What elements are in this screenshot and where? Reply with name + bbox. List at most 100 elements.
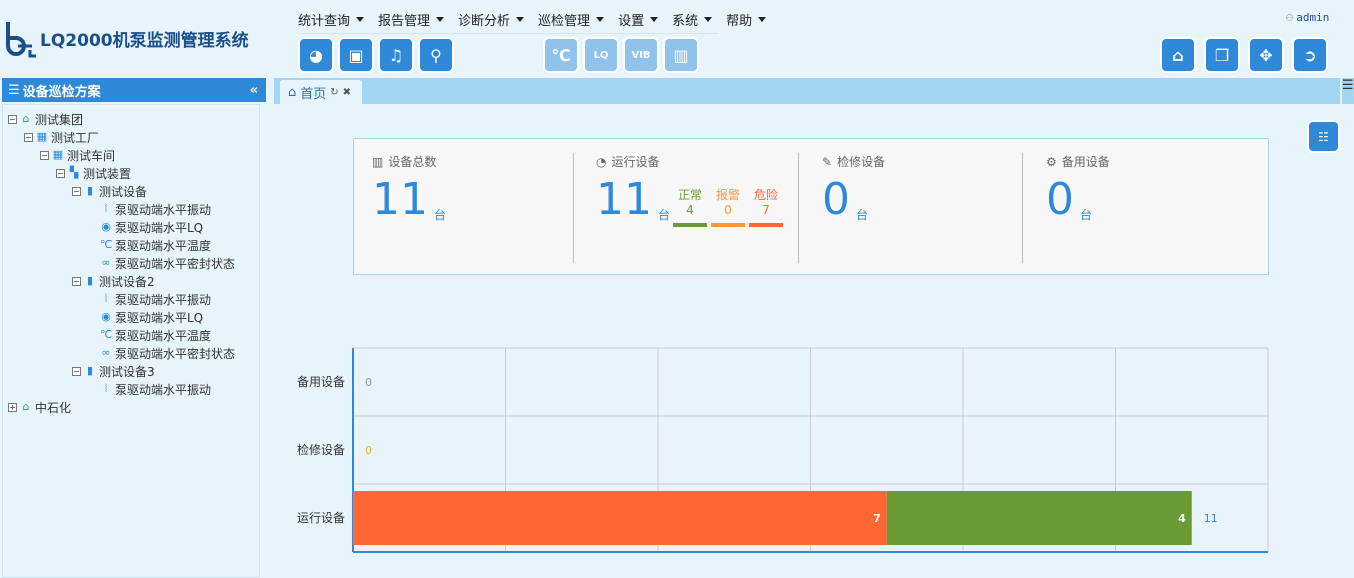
- gear-icon: ⚙: [1046, 154, 1057, 169]
- card-label: 备用设备: [1061, 155, 1110, 169]
- caret-down-icon: [596, 17, 605, 22]
- collapse-icon[interactable]: −: [72, 186, 81, 196]
- tree-node[interactable]: ⦚ 泵驱动端水平振动: [8, 380, 235, 398]
- tree-node[interactable]: ℃ 泵驱动端水平温度: [8, 236, 235, 254]
- tree-node[interactable]: ℃ 泵驱动端水平温度: [8, 326, 235, 344]
- tree-node-label: 泵驱动端水平振动: [115, 202, 212, 217]
- tree-node-label: 测试集团: [35, 112, 84, 127]
- menu-item[interactable]: 帮助: [726, 10, 767, 29]
- bar-total-label: 0: [365, 444, 372, 457]
- tree-node-label: 测试装置: [83, 166, 132, 181]
- caret-down-icon: [516, 17, 525, 22]
- menu-label: 报告管理: [378, 14, 431, 29]
- card-value: 0: [1046, 174, 1074, 225]
- normal-label: 正常: [677, 188, 702, 202]
- menu-item[interactable]: 设置: [618, 10, 659, 29]
- tree-node-label: 中石化: [35, 400, 72, 415]
- tree-node-label: 测试车间: [67, 148, 116, 163]
- wrench-icon: ✎: [822, 154, 833, 169]
- device-alarm-button[interactable]: ▣: [340, 39, 372, 71]
- main-menu: 统计查询 报告管理 诊断分析 巡检管理 设置 系统 帮助: [298, 10, 767, 29]
- menu-label: 巡检管理: [538, 14, 591, 29]
- pie-chart-button[interactable]: ◕: [300, 39, 332, 71]
- caret-down-icon: [758, 17, 767, 22]
- group-icon: ⌂: [22, 400, 30, 413]
- tree-node[interactable]: ◉ 泵驱动端水平LQ: [8, 308, 235, 326]
- temperature-trend-icon: ℃: [551, 45, 571, 65]
- menu-item[interactable]: 报告管理: [378, 10, 445, 29]
- vib-trend-button[interactable]: VIB: [625, 39, 657, 71]
- expand-icon[interactable]: +: [8, 402, 17, 412]
- tab-home[interactable]: ⌂ 首页 ↻ ✖: [280, 80, 362, 104]
- tree-node[interactable]: ∞ 泵驱动端水平密封状态: [8, 254, 235, 272]
- list-view-button[interactable]: ☷: [1309, 122, 1338, 151]
- tree-node[interactable]: − ▦ 测试车间: [8, 146, 235, 164]
- unit-icon: ▚: [69, 166, 79, 179]
- lq-trend-button[interactable]: LQ: [585, 39, 617, 71]
- danger-label: 危险: [753, 188, 778, 202]
- collapse-sidebar-button[interactable]: «: [249, 82, 258, 98]
- tree-node-label: 测试设备3: [99, 364, 155, 379]
- bar-segment[interactable]: [886, 491, 1192, 545]
- fullscreen-icon: ✥: [1259, 45, 1273, 65]
- tree-node[interactable]: − ▚ 测试装置: [8, 164, 235, 182]
- logout-button[interactable]: ➲: [1294, 39, 1326, 71]
- collapse-icon[interactable]: −: [56, 168, 65, 178]
- window-switch-button[interactable]: ❐: [1206, 39, 1238, 71]
- caret-down-icon: [650, 17, 659, 22]
- tab-menu-button[interactable]: ☰: [1342, 78, 1354, 104]
- collapse-icon[interactable]: −: [72, 366, 81, 376]
- refresh-tab-icon[interactable]: ↻: [330, 86, 339, 98]
- user-menu[interactable]: ⚇ admin: [1286, 10, 1329, 24]
- tree-node-label: 泵驱动端水平温度: [115, 238, 212, 253]
- device-icon: ▮: [86, 184, 94, 197]
- home-icon: ⌂: [1172, 45, 1184, 65]
- tree-node[interactable]: ∞ 泵驱动端水平密封状态: [8, 344, 235, 362]
- toolbar-trend: ℃ LQ VIB ▥: [545, 39, 697, 71]
- tree-node[interactable]: − ▮ 测试设备2: [8, 272, 235, 290]
- menu-item[interactable]: 统计查询: [298, 10, 365, 29]
- tree-node[interactable]: ◉ 泵驱动端水平LQ: [8, 218, 235, 236]
- home-button[interactable]: ⌂: [1162, 39, 1194, 71]
- search-chart-button[interactable]: ⚲: [420, 39, 452, 71]
- bar-trend-button[interactable]: ▥: [665, 39, 697, 71]
- close-tab-icon[interactable]: ✖: [342, 86, 352, 98]
- book-icon: ▥: [372, 154, 384, 169]
- caret-down-icon: [436, 17, 445, 22]
- collapse-icon[interactable]: −: [72, 276, 81, 286]
- temp-icon: ℃: [100, 328, 113, 341]
- search-chart-icon: ⚲: [430, 45, 442, 65]
- menu-item[interactable]: 系统: [672, 10, 713, 29]
- tree-node-label: 泵驱动端水平密封状态: [115, 346, 236, 361]
- menu-item[interactable]: 巡检管理: [538, 10, 605, 29]
- menu-item[interactable]: 诊断分析: [458, 10, 525, 29]
- vib-icon: ⦚: [104, 292, 108, 305]
- bar-value-label: 7: [873, 512, 881, 525]
- tree-node[interactable]: + ⌂ 中石化: [8, 398, 235, 416]
- temperature-trend-button[interactable]: ℃: [545, 39, 577, 71]
- tree-node[interactable]: − ▦ 测试工厂: [8, 128, 235, 146]
- card-unit: 台: [1080, 208, 1093, 222]
- card-value: 11: [372, 174, 428, 225]
- bell-button[interactable]: ♫: [380, 39, 412, 71]
- tree-node[interactable]: − ▮ 测试设备: [8, 182, 235, 200]
- tree-node[interactable]: ⦚ 泵驱动端水平振动: [8, 290, 235, 308]
- collapse-icon[interactable]: −: [40, 150, 49, 160]
- caret-down-icon: [356, 17, 365, 22]
- tree-node[interactable]: − ▮ 测试设备3: [8, 362, 235, 380]
- card-unit: 台: [434, 208, 447, 222]
- collapse-icon[interactable]: −: [24, 132, 33, 142]
- tree-node-label: 测试工厂: [51, 130, 100, 145]
- fullscreen-button[interactable]: ✥: [1250, 39, 1282, 71]
- menu-label: 系统: [672, 14, 699, 29]
- window-switch-icon: ❐: [1214, 45, 1230, 65]
- card-value: 11: [596, 174, 652, 225]
- workshop-icon: ▦: [52, 148, 64, 161]
- card-unit: 台: [856, 208, 869, 222]
- tree-node[interactable]: − ⌂ 测试集团: [8, 110, 235, 128]
- tree-node[interactable]: ⦚ 泵驱动端水平振动: [8, 200, 235, 218]
- bar-segment[interactable]: [353, 491, 887, 545]
- collapse-icon[interactable]: −: [8, 114, 17, 124]
